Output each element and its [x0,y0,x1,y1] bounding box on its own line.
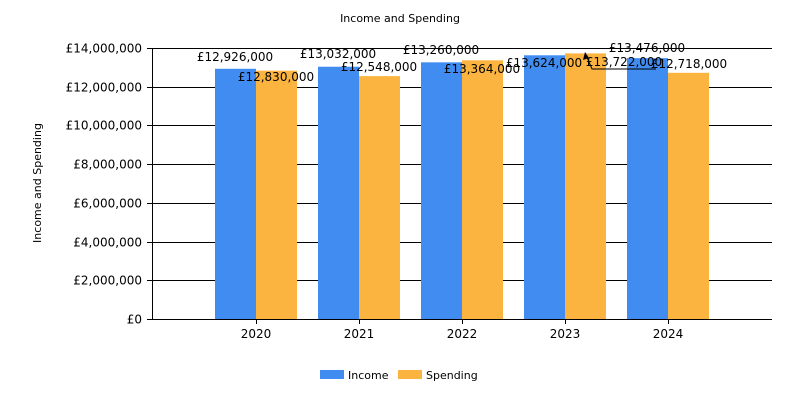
legend-label-income: Income [348,369,389,382]
data-label-income-2022: £13,260,000 [403,43,479,57]
data-label-income-2024: £13,476,000 [609,41,685,55]
data-label-spending-2023: £13,722,000 [586,55,662,69]
y-tick-label: £12,000,000 [66,81,142,95]
x-tick-label: 2022 [447,327,478,341]
bar-income-2020 [215,68,256,319]
data-label-spending-2021: £12,548,000 [341,60,417,74]
legend-swatch-spending [398,370,422,379]
bars [215,53,709,320]
x-tick-label: 2023 [550,327,581,341]
legend-swatch-income [320,370,344,379]
bar-income-2023 [524,55,565,319]
chart-title: Income and Spending [340,12,460,25]
legend: Income Spending [320,369,478,382]
legend-label-spending: Spending [426,369,478,382]
data-label-spending-2022: £13,364,000 [444,62,520,76]
data-label-leader-line [585,54,656,70]
data-label-spending-2024: £12,718,000 [651,57,727,71]
y-axis-label: Income and Spending [31,123,44,243]
data-label-income-2021: £13,032,000 [300,47,376,61]
data-label-income-2023: £13,624,000 [506,56,582,70]
x-tick-label: 2020 [241,327,272,341]
y-tick-label: £8,000,000 [73,158,142,172]
bar-spending-2021 [359,76,400,320]
x-tick-label: 2021 [344,327,375,341]
y-tick-label: £14,000,000 [66,42,142,56]
bar-income-2022 [421,62,462,320]
bar-income-2021 [318,66,359,319]
axes [147,48,772,324]
y-tick-label: £4,000,000 [73,236,142,250]
tick-labels: £0 £2,000,000 £4,000,000 £6,000,000 £8,000,0… [66,42,684,342]
y-tick-label: £10,000,000 [66,119,142,133]
data-label-spending-2020: £12,830,000 [238,70,314,84]
data-label-income-2020: £12,926,000 [197,50,273,64]
x-tick-label: 2024 [653,327,684,341]
leader-arrow-icon [583,52,589,60]
bar-spending-2024 [668,72,709,319]
bar-spending-2020 [256,70,297,319]
y-tick-label: £0 [127,313,142,327]
bar-spending-2022 [462,60,503,319]
data-labels: £12,926,000 £12,830,000 £13,032,000£12,548… [197,41,727,84]
bar-income-2024 [627,58,668,320]
bar-spending-2023 [565,53,606,319]
y-tick-label: £2,000,000 [73,274,142,288]
y-tick-label: £6,000,000 [73,197,142,211]
